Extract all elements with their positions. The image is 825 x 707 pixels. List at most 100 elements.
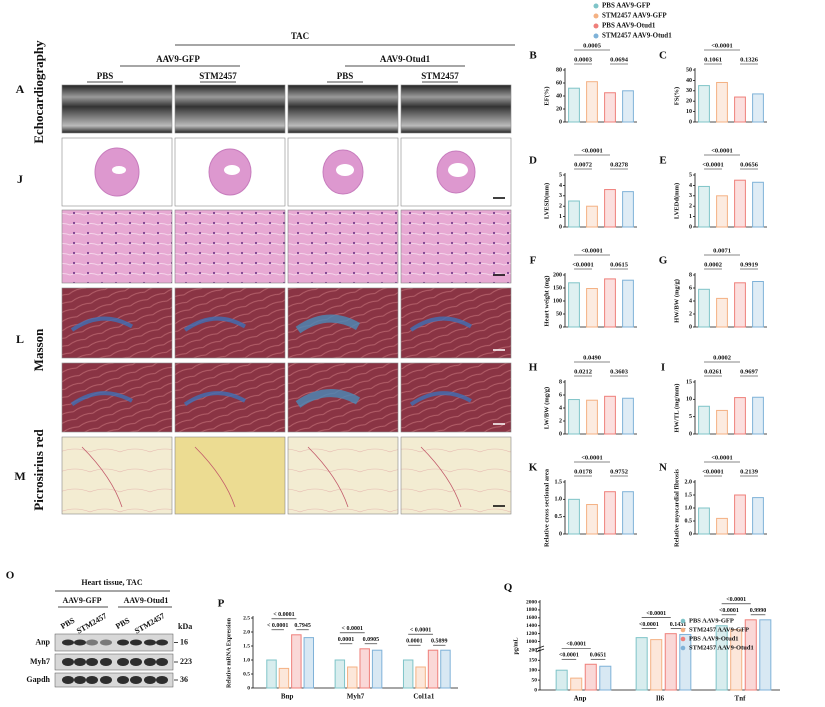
legend-label: STM2457 AAV9-GFP [689, 626, 749, 633]
y-tick-label: 200 [529, 648, 538, 654]
micrograph [400, 84, 512, 134]
fibrosis [409, 391, 472, 407]
y-tick-label: 3 [559, 193, 562, 199]
unit-label: kDa [178, 622, 192, 631]
row-label: L [16, 332, 24, 346]
y-tick-label: 200 [553, 272, 562, 278]
y-tick-label: 50 [556, 311, 562, 317]
y-axis-label: Relative cross sectional area [543, 468, 550, 547]
blot-band [156, 639, 168, 646]
y-tick-label: 100 [553, 298, 562, 304]
group-label: AAV9-Otud1 [380, 54, 431, 64]
legend-label: PBS AAV9-GFP [602, 2, 651, 10]
p-value: 0.0003 [574, 56, 593, 63]
lane-label: PBS [114, 616, 132, 631]
y-axis-label: LVESD(mm) [543, 183, 550, 219]
bar [622, 191, 634, 228]
y-axis-label: Relative mRNA Expression [226, 617, 232, 688]
bar [604, 92, 616, 123]
p-value: 0.0212 [574, 368, 592, 375]
blot-band [74, 676, 86, 684]
y-tick-label: 5 [689, 414, 692, 420]
bar [303, 637, 315, 689]
x-tick-label: Myh7 [347, 693, 365, 701]
bar [664, 633, 677, 691]
p-value: 0.9752 [610, 468, 628, 475]
y-tick-label: 0 [559, 431, 562, 437]
panel-letter: Q [504, 582, 513, 594]
y-axis-label: HW/TL (mg/mm) [673, 384, 680, 433]
bar [734, 179, 746, 228]
bar [679, 633, 692, 691]
lane-label: PBS [59, 616, 77, 631]
y-tick-label: 150 [529, 658, 538, 664]
y-axis-label: Relative myocardial fibrosis [673, 469, 680, 547]
x-tick-label: Il6 [656, 695, 665, 703]
p-value: 0.9990 [750, 608, 767, 614]
panel-letter: N [659, 462, 667, 474]
row-label: J [17, 172, 23, 186]
blot-band [117, 639, 129, 646]
legend-marker [593, 33, 599, 39]
y-tick-label: 50 [532, 677, 538, 683]
p-value: 0.0261 [704, 368, 722, 375]
micrograph [61, 436, 173, 515]
x-tick-label: Col1a1 [413, 693, 435, 701]
legend-label: PBS AAV9-Otud1 [602, 22, 656, 30]
bar [716, 297, 728, 328]
bar [415, 666, 426, 689]
bar [698, 185, 710, 228]
bar [650, 639, 663, 691]
bar [347, 666, 358, 689]
p-value: 0.9697 [740, 368, 759, 375]
panel-letter: I [661, 362, 665, 374]
bar [698, 507, 710, 535]
panel-letter: D [529, 155, 537, 167]
y-axis-label: LVEDd(mm) [673, 183, 680, 219]
p-value: 0.0651 [590, 653, 607, 659]
header-tac: TAC [291, 31, 309, 41]
y-tick-label: 1600 [526, 615, 537, 621]
blot-band [130, 639, 142, 646]
bar [334, 659, 346, 689]
legend-label: STM2457 AAV9-GFP [602, 12, 667, 20]
column-label: STM2457 [199, 71, 237, 81]
blot-band [156, 658, 168, 666]
y-tick-label: 4 [559, 405, 562, 411]
p-value: 0.8278 [610, 161, 629, 168]
collagen [81, 446, 123, 508]
p-value: 0.0694 [610, 56, 629, 63]
p-value: <0.0001 [646, 611, 666, 617]
kda-label: 223 [180, 657, 192, 666]
y-axis-label: EF(%) [543, 86, 550, 105]
y-tick-label: 4 [559, 183, 562, 189]
p-value: 0.0005 [583, 42, 602, 49]
legend-label: PBS AAV9-GFP [689, 617, 734, 624]
y-tick-label: 6 [689, 285, 692, 291]
y-tick-label: 0.5 [685, 518, 693, 524]
bar [586, 288, 598, 328]
panel-letter: O [6, 570, 15, 582]
bar [759, 619, 772, 691]
bar [752, 497, 764, 535]
y-tick-label: 1.0 [555, 497, 563, 503]
bar [622, 279, 634, 328]
bar [427, 649, 439, 689]
legend-marker [593, 23, 599, 29]
blot-membrane [54, 633, 174, 652]
blot-band [130, 676, 142, 684]
kda-label: 16 [180, 637, 188, 646]
blot-band [144, 676, 156, 684]
protein-label: Myh7 [30, 657, 50, 666]
blot-band [62, 658, 74, 666]
p-value: 0.1326 [740, 56, 759, 63]
bar [586, 399, 598, 435]
y-tick-label: 80 [556, 67, 562, 73]
y-axis-label: FS(%) [673, 87, 680, 105]
p-value: 0.0002 [713, 354, 731, 361]
y-tick-label: 0 [559, 119, 562, 125]
y-tick-label: 2 [689, 311, 692, 317]
blot-band [117, 676, 129, 684]
panel-letter: P [218, 598, 225, 610]
